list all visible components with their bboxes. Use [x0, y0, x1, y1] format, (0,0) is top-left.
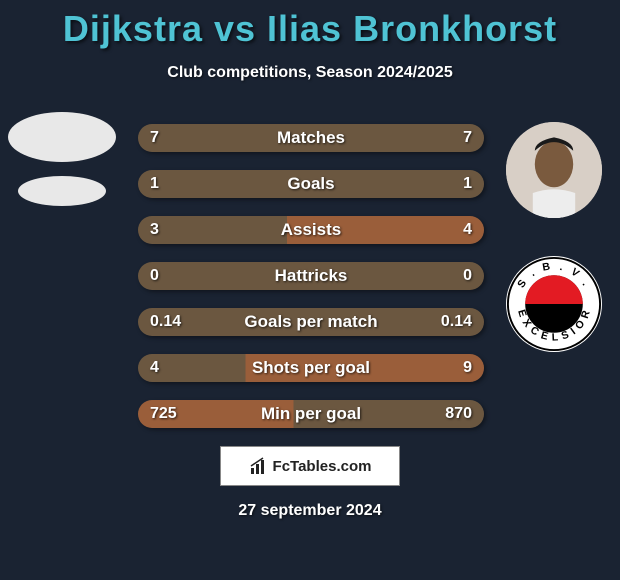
stat-label: Shots per goal	[252, 358, 370, 378]
stat-right-value: 4	[463, 221, 472, 239]
stat-label: Goals	[287, 174, 334, 194]
stat-right-value: 9	[463, 359, 472, 377]
stat-right-value: 0.14	[441, 313, 472, 331]
stat-label: Assists	[281, 220, 341, 240]
stat-left-value: 725	[150, 405, 177, 423]
logo-text: FcTables.com	[273, 458, 372, 475]
stats-container: 7 Matches 7 1 Goals 1 3 Assists 4 0 Hatt…	[138, 124, 484, 446]
stat-row-hattricks: 0 Hattricks 0	[138, 262, 484, 290]
stat-row-min-per-goal: 725 Min per goal 870	[138, 400, 484, 428]
stat-right-value: 0	[463, 267, 472, 285]
stat-left-value: 3	[150, 221, 159, 239]
stat-label: Hattricks	[275, 266, 348, 286]
stat-left-value: 0.14	[150, 313, 181, 331]
stat-right-value: 7	[463, 129, 472, 147]
fctables-logo[interactable]: FcTables.com	[220, 446, 400, 486]
date-text: 27 september 2024	[0, 502, 620, 520]
stat-row-matches: 7 Matches 7	[138, 124, 484, 152]
stat-left-value: 4	[150, 359, 159, 377]
chart-icon	[249, 456, 269, 476]
stat-row-assists: 3 Assists 4	[138, 216, 484, 244]
stat-right-value: 870	[445, 405, 472, 423]
stat-label: Goals per match	[244, 312, 377, 332]
stat-right-value: 1	[463, 175, 472, 193]
stat-label: Min per goal	[261, 404, 361, 424]
stat-label: Matches	[277, 128, 345, 148]
page-title: Dijkstra vs Ilias Bronkhorst	[0, 0, 620, 50]
stat-row-goals-per-match: 0.14 Goals per match 0.14	[138, 308, 484, 336]
club-right-logo: S . B . V . E X C E L S I O R	[506, 256, 602, 352]
club-left-logo	[18, 176, 106, 206]
stat-left-value: 1	[150, 175, 159, 193]
stat-left-value: 7	[150, 129, 159, 147]
stat-left-value: 0	[150, 267, 159, 285]
player-right-avatar	[506, 122, 602, 218]
subtitle: Club competitions, Season 2024/2025	[0, 64, 620, 82]
stat-row-shots-per-goal: 4 Shots per goal 9	[138, 354, 484, 382]
stat-row-goals: 1 Goals 1	[138, 170, 484, 198]
player-left-avatar	[8, 112, 116, 162]
